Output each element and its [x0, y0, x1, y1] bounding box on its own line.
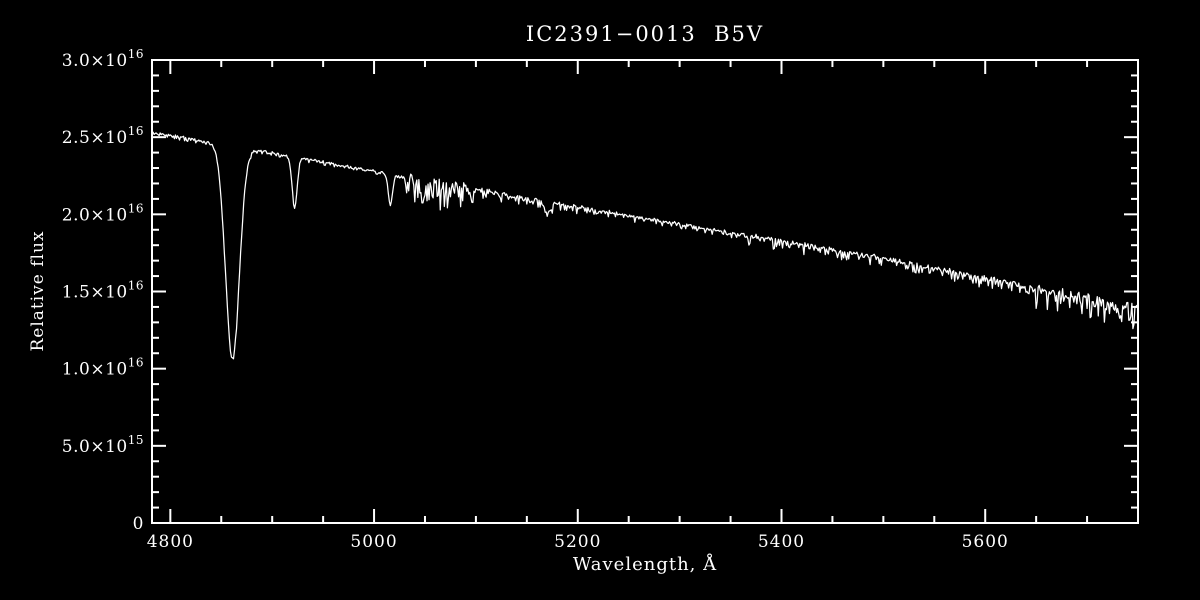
- x-major-ticks: [169, 60, 987, 523]
- svg-text:5400: 5400: [758, 532, 805, 552]
- spectrum-curve: [151, 131, 1139, 360]
- svg-text:1.5×1016: 1.5×1016: [62, 279, 144, 303]
- y-major-ticks: [152, 59, 1138, 524]
- svg-text:5000: 5000: [350, 532, 397, 552]
- y-tick-labels: 0 5.0×1015 1.0×1016 1.5×1016 2.0×1016 2.5×101…: [62, 47, 144, 534]
- y-minor-ticks: [152, 74, 1138, 509]
- x-minor-ticks: [220, 60, 1139, 523]
- chart-title: IC2391−0013 B5V: [525, 22, 765, 46]
- y-axis-label: Relative flux: [28, 230, 48, 352]
- x-tick-labels: 4800 5000 5200 5400 5600: [147, 532, 1009, 552]
- x-axis-label: Wavelength, Å: [572, 554, 718, 575]
- svg-text:5600: 5600: [962, 532, 1009, 552]
- svg-text:4800: 4800: [147, 532, 194, 552]
- svg-text:5200: 5200: [554, 532, 601, 552]
- axes-box: [151, 59, 1139, 524]
- svg-text:0: 0: [133, 514, 144, 534]
- svg-text:1.0×1016: 1.0×1016: [62, 356, 144, 380]
- svg-text:2.0×1016: 2.0×1016: [62, 201, 144, 225]
- svg-text:2.5×1016: 2.5×1016: [62, 124, 144, 148]
- svg-text:5.0×1015: 5.0×1015: [62, 433, 144, 457]
- svg-text:3.0×1016: 3.0×1016: [62, 47, 144, 71]
